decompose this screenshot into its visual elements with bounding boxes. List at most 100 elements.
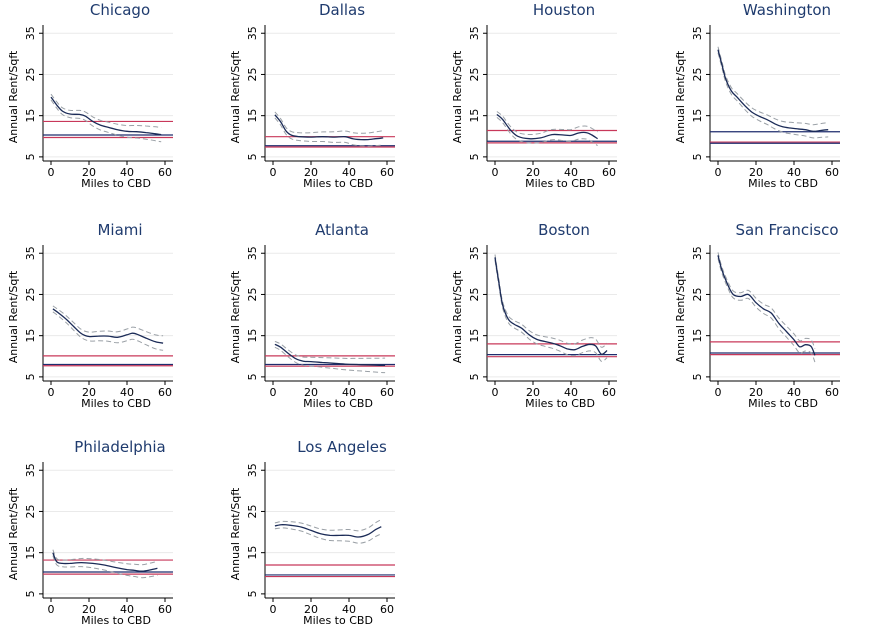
fit-line — [274, 523, 382, 538]
chart-title: Philadelphia — [74, 438, 165, 456]
x-axis-label: Miles to CBD — [303, 397, 373, 410]
x-tick-label: 20 — [82, 603, 96, 616]
chart-title: San Francisco — [735, 221, 838, 239]
x-tick-label: 60 — [602, 386, 616, 399]
x-tick-label: 0 — [492, 386, 499, 399]
x-tick-label: 0 — [492, 166, 499, 179]
x-axis-label: Miles to CBD — [525, 177, 595, 190]
y-tick-label: 25 — [246, 287, 259, 301]
x-axis-label: Miles to CBD — [81, 397, 151, 410]
x-tick-label: 20 — [304, 166, 318, 179]
y-axis-label: Annual Rent/Sqft — [674, 50, 687, 143]
y-tick-label: 35 — [468, 26, 481, 40]
x-tick-label: 40 — [564, 386, 578, 399]
x-tick-label: 0 — [48, 166, 55, 179]
y-tick-label: 25 — [468, 287, 481, 301]
upper-band — [717, 252, 816, 349]
y-tick-label: 35 — [24, 246, 37, 260]
y-tick-label: 25 — [691, 287, 704, 301]
panel-miami: Miami 5 15 25 35 0 20 40 60 Miles to CBD Annual Re… — [7, 221, 173, 410]
lower-band — [717, 52, 829, 139]
x-tick-label: 60 — [380, 166, 394, 179]
x-tick-label: 40 — [787, 386, 801, 399]
y-axis-label: Annual Rent/Sqft — [674, 270, 687, 363]
y-tick-label: 35 — [691, 26, 704, 40]
y-tick-label: 15 — [246, 329, 259, 343]
x-tick-label: 0 — [715, 386, 722, 399]
y-tick-label: 25 — [246, 504, 259, 518]
chart-title: Washington — [743, 1, 831, 19]
y-tick-label: 5 — [691, 153, 704, 160]
fit-line — [50, 96, 162, 136]
y-tick-label: 35 — [246, 26, 259, 40]
y-tick-label: 5 — [246, 590, 259, 597]
chart-title: Miami — [97, 221, 142, 239]
x-tick-label: 40 — [342, 603, 356, 616]
y-tick-label: 5 — [468, 373, 481, 380]
y-tick-label: 15 — [246, 546, 259, 560]
fit-line — [274, 343, 386, 366]
x-tick-label: 60 — [158, 603, 172, 616]
y-tick-label: 15 — [24, 329, 37, 343]
x-tick-label: 20 — [526, 386, 540, 399]
y-axis-label: Annual Rent/Sqft — [7, 270, 20, 363]
x-tick-label: 40 — [120, 603, 134, 616]
y-tick-label: 25 — [24, 287, 37, 301]
panel-philadelphia: Philadelphia 5 15 25 35 0 20 40 60 Miles to CBD An… — [7, 438, 173, 624]
lower-band — [52, 555, 158, 579]
upper-band — [52, 549, 158, 566]
chart-title: Atlanta — [315, 221, 369, 239]
y-tick-label: 15 — [468, 329, 481, 343]
x-axis-label: Miles to CBD — [303, 177, 373, 190]
lower-band — [496, 117, 598, 147]
x-tick-label: 0 — [715, 166, 722, 179]
upper-band — [274, 111, 384, 134]
x-tick-label: 20 — [749, 386, 763, 399]
chart-title: Los Angeles — [297, 438, 387, 456]
fit-line — [274, 114, 384, 141]
panel-washington: Washington 5 15 25 35 0 20 40 60 Miles to CBD Annu… — [674, 1, 840, 190]
y-axis-label: Annual Rent/Sqft — [451, 270, 464, 363]
lower-band — [274, 346, 386, 374]
y-tick-label: 5 — [24, 153, 37, 160]
x-axis-label: Miles to CBD — [525, 397, 595, 410]
x-axis-label: Miles to CBD — [748, 397, 818, 410]
x-tick-label: 40 — [120, 166, 134, 179]
y-axis-label: Annual Rent/Sqft — [229, 270, 242, 363]
panel-dallas: Dallas 5 15 25 35 0 20 40 60 Miles to CBD Annual R… — [229, 1, 395, 190]
upper-band — [274, 340, 386, 359]
chart-title: Boston — [538, 221, 590, 239]
x-tick-label: 0 — [48, 386, 55, 399]
x-tick-label: 60 — [825, 386, 839, 399]
y-tick-label: 5 — [691, 373, 704, 380]
x-tick-label: 60 — [158, 166, 172, 179]
upper-band — [496, 111, 598, 136]
x-tick-label: 0 — [270, 166, 277, 179]
y-tick-label: 5 — [468, 153, 481, 160]
panel-houston: Houston 5 15 25 35 0 20 40 60 Miles to CBD Annual … — [451, 1, 617, 190]
y-tick-label: 25 — [246, 67, 259, 81]
y-tick-label: 15 — [691, 329, 704, 343]
y-tick-label: 25 — [468, 67, 481, 81]
panel-atlanta: Atlanta 5 15 25 35 0 20 40 60 Miles to CBD Annual … — [229, 221, 395, 410]
x-tick-label: 40 — [564, 166, 578, 179]
y-axis-label: Annual Rent/Sqft — [7, 50, 20, 143]
x-axis-label: Miles to CBD — [81, 614, 151, 624]
lower-band — [52, 311, 164, 351]
x-axis-label: Miles to CBD — [303, 614, 373, 624]
lower-band — [50, 99, 162, 143]
y-tick-label: 5 — [24, 590, 37, 597]
x-tick-label: 20 — [82, 166, 96, 179]
chart-title: Dallas — [319, 1, 365, 19]
y-tick-label: 35 — [691, 246, 704, 260]
x-tick-label: 0 — [48, 603, 55, 616]
panel-boston: Boston 5 15 25 35 0 20 40 60 Miles to CBD Annual R… — [451, 221, 617, 410]
y-tick-label: 5 — [24, 373, 37, 380]
x-tick-label: 0 — [270, 386, 277, 399]
lower-band — [717, 258, 816, 363]
fit-line — [52, 308, 164, 344]
y-axis-label: Annual Rent/Sqft — [229, 487, 242, 580]
panel-chicago: Chicago 5 15 25 35 0 20 40 60 Miles to CBD Annual … — [7, 1, 173, 190]
